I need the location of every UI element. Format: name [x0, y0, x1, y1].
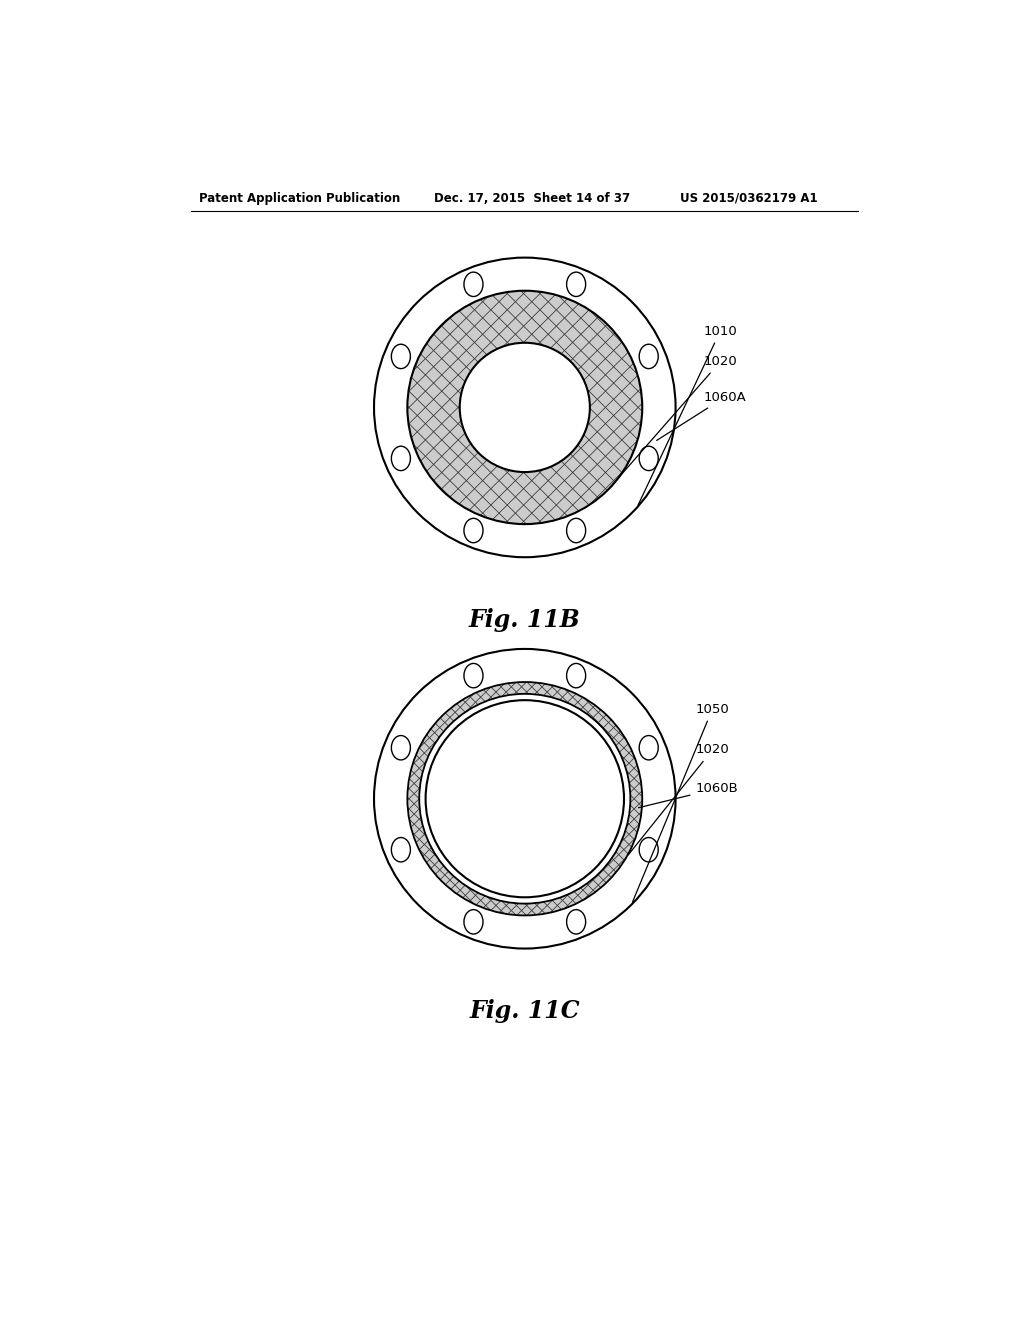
Ellipse shape — [408, 290, 642, 524]
Circle shape — [639, 735, 658, 760]
Text: 1010: 1010 — [638, 325, 737, 506]
Text: 1050: 1050 — [633, 702, 729, 902]
Circle shape — [464, 909, 483, 935]
Circle shape — [391, 446, 411, 471]
Text: 1020: 1020 — [629, 743, 729, 855]
Circle shape — [391, 735, 411, 760]
Circle shape — [391, 345, 411, 368]
Ellipse shape — [419, 694, 631, 904]
Ellipse shape — [460, 343, 590, 473]
Ellipse shape — [408, 682, 642, 916]
Ellipse shape — [426, 700, 624, 898]
Circle shape — [464, 519, 483, 543]
Text: 1020: 1020 — [609, 355, 737, 488]
Text: Fig. 11C: Fig. 11C — [470, 999, 580, 1023]
Text: Dec. 17, 2015  Sheet 14 of 37: Dec. 17, 2015 Sheet 14 of 37 — [433, 191, 630, 205]
Text: US 2015/0362179 A1: US 2015/0362179 A1 — [680, 191, 817, 205]
Ellipse shape — [460, 343, 590, 473]
Circle shape — [464, 272, 483, 297]
Ellipse shape — [460, 343, 590, 473]
Circle shape — [566, 909, 586, 935]
Circle shape — [566, 272, 586, 297]
Circle shape — [391, 837, 411, 862]
Ellipse shape — [419, 694, 631, 904]
Text: 1060B: 1060B — [639, 781, 738, 808]
Text: Patent Application Publication: Patent Application Publication — [200, 191, 400, 205]
Circle shape — [639, 837, 658, 862]
Ellipse shape — [408, 290, 642, 524]
Circle shape — [639, 446, 658, 471]
Ellipse shape — [408, 682, 642, 916]
Circle shape — [464, 664, 483, 688]
Circle shape — [639, 345, 658, 368]
Ellipse shape — [426, 700, 624, 898]
Circle shape — [566, 519, 586, 543]
Text: Fig. 11B: Fig. 11B — [469, 609, 581, 632]
Text: 1060A: 1060A — [656, 391, 746, 441]
Circle shape — [566, 664, 586, 688]
